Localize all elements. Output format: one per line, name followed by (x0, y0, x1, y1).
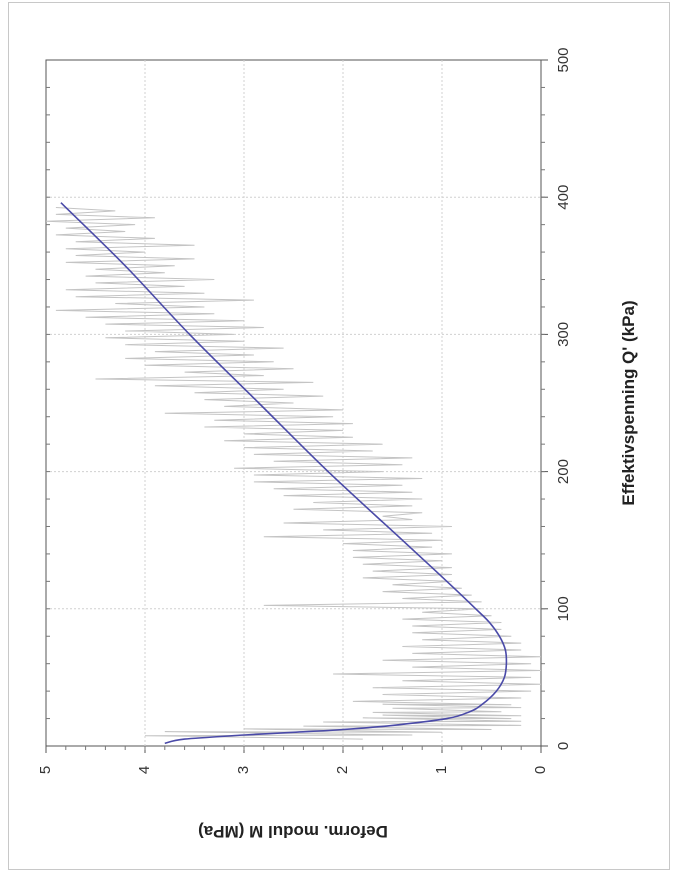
y-tick-label: 3 (235, 766, 252, 774)
x-tick-label: 0 (555, 742, 572, 750)
y-tick-label: 2 (334, 766, 351, 774)
y-axis-title: Deform. modul M (MPa) (198, 822, 388, 841)
x-tick-label: 400 (555, 185, 572, 210)
measured-series-trace (45, 207, 542, 740)
x-tick-label: 100 (555, 596, 572, 621)
x-axis-title: Effektivspenning Q' (kPa) (619, 300, 638, 505)
y-tick-label: 5 (37, 766, 54, 774)
fitted-series-line (60, 202, 508, 745)
y-tick-label: 0 (532, 766, 549, 774)
x-tick-label: 200 (555, 459, 572, 484)
x-tick-label: 300 (555, 322, 572, 347)
y-tick-label: 1 (433, 766, 450, 774)
y-tick-label: 4 (136, 766, 153, 774)
axis-ticks: 0 100 200 300 400 500 0 1 2 3 4 5 (37, 47, 572, 774)
measured-series (45, 207, 542, 740)
x-tick-label: 500 (555, 47, 572, 72)
